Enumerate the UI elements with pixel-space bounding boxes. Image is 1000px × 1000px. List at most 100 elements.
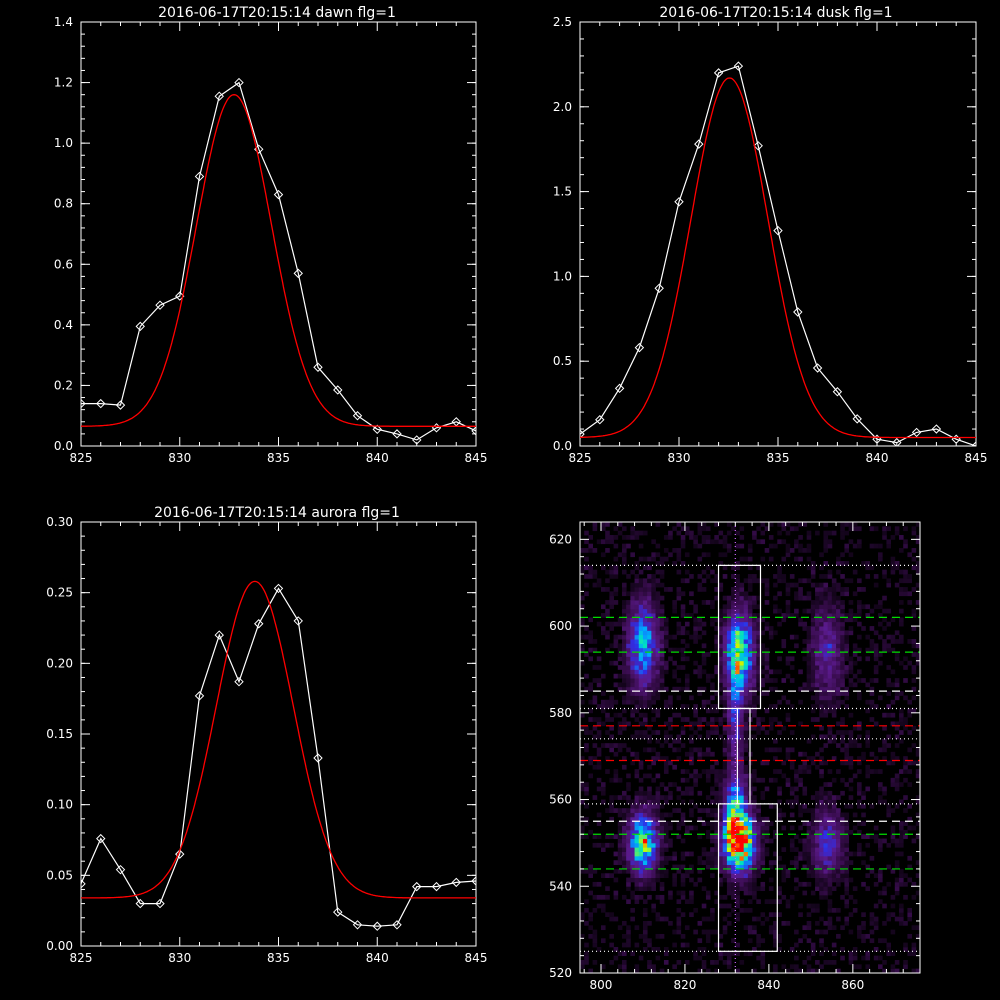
heatmap-cell [890,834,896,839]
heatmap-cell [815,682,820,688]
heatmap-cell [647,851,652,857]
heatmap-cell [638,834,644,839]
heatmap-cell [705,808,711,813]
heatmap-cell [626,929,631,935]
heatmap-cell [680,561,686,566]
heatmap-cell [781,964,787,970]
heatmap-cell [819,964,824,970]
heatmap-cell [668,782,673,787]
heatmap-cell [634,899,640,905]
heatmap-cell [630,907,635,913]
heatmap-cell [642,795,648,800]
heatmap-cell [907,730,913,735]
heatmap-cell [651,864,656,870]
heatmap-cell [836,842,841,848]
heatmap-cell [684,621,690,627]
heatmap-cell [894,630,900,636]
heatmap-cell [831,868,837,874]
heatmap-cell [722,834,728,839]
heatmap-cell [735,877,740,883]
heatmap-cell [760,617,766,623]
heatmap-cell [655,617,661,623]
heatmap-cell [873,678,879,683]
heatmap-cell [823,595,829,601]
heatmap-cell [743,626,749,631]
heatmap-cell [911,613,917,618]
heatmap-cell [697,834,703,839]
heatmap-cell [823,734,829,740]
heatmap-cell [747,621,753,627]
heatmap-cell [655,799,661,805]
heatmap-cell [831,834,837,839]
heatmap-cell [739,712,745,718]
heatmap-cell [588,565,593,571]
heatmap-cell [609,574,614,579]
heatmap-cell [794,777,799,783]
heatmap-cell [794,860,799,865]
heatmap-cell [815,751,820,757]
heatmap-cell [743,795,749,800]
heatmap-cell [659,838,665,844]
heatmap-cell [613,795,619,800]
heatmap-cell [722,535,728,540]
heatmap-cell [890,751,896,757]
heatmap-cell [739,825,745,831]
heatmap-cell [630,634,635,640]
heatmap-cell [651,886,656,892]
heatmap-cell [756,717,761,722]
heatmap-cell [743,712,749,718]
heatmap-cell [823,760,829,766]
heatmap-cell [626,847,631,852]
heatmap-cell [840,587,845,592]
heatmap-cell [752,929,757,935]
heatmap-cell [684,790,690,796]
heatmap-cell [668,699,673,705]
heatmap-cell [634,595,640,601]
heatmap-cell [655,604,661,610]
heatmap-cell [827,855,833,861]
data-point [81,398,86,409]
heatmap-cell [680,630,686,636]
heatmap-cell [613,587,619,592]
heatmap-cell [726,639,732,644]
heatmap-cell [642,799,648,805]
heatmap-cell [827,621,833,627]
heatmap-cell [844,855,850,861]
heatmap-cell [831,803,837,809]
heatmap-cell [827,665,833,670]
heatmap-cell [647,873,652,878]
heatmap-cell [617,682,623,688]
heatmap-cell [815,907,820,913]
heatmap-cell [621,795,627,800]
heatmap-cell [655,751,661,757]
heatmap-cell [710,786,715,792]
heatmap-cell [676,530,682,536]
heatmap-cell [865,842,871,848]
heatmap-cell [836,825,841,831]
heatmap-cell [831,604,837,610]
heatmap-cell [617,712,623,718]
heatmap-cell [747,877,753,883]
heatmap-cell [630,665,635,670]
heatmap-cell [760,838,766,844]
heatmap-cell [743,600,749,605]
heatmap-cell [819,660,824,666]
heatmap-cell [714,617,719,623]
heatmap-cell [810,842,816,848]
heatmap-cell [752,877,757,883]
heatmap-cell [659,803,665,809]
heatmap-cell [756,682,761,688]
heatmap-cell [613,634,619,640]
heatmap-cell [705,890,711,896]
heatmap-cell [878,842,883,848]
heatmap-cell [819,808,824,813]
heatmap-cell [852,951,858,957]
heatmap-cell [634,799,640,805]
heatmap-cell [638,764,644,770]
heatmap-cell [823,803,829,809]
heatmap-cell [739,526,745,532]
heatmap-cell [697,860,703,865]
heatmap-cell [726,699,732,705]
heatmap-cell [819,877,824,883]
heatmap-cell [684,786,690,792]
